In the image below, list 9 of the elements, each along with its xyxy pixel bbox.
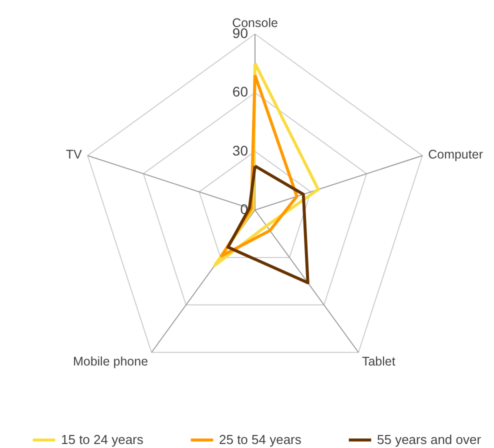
spoke-label: Mobile phone — [72, 354, 148, 369]
y-tick-label: 60 — [232, 84, 248, 100]
spoke-label: Tablet — [362, 354, 396, 369]
legend-label: 15 to 24 years — [61, 432, 144, 447]
y-tick-label: 30 — [232, 142, 248, 158]
legend-label: 55 years and over — [377, 432, 482, 447]
spoke-label: Computer — [428, 147, 483, 162]
spoke-label: TV — [66, 147, 83, 162]
legend-label: 25 to 54 years — [219, 432, 302, 447]
